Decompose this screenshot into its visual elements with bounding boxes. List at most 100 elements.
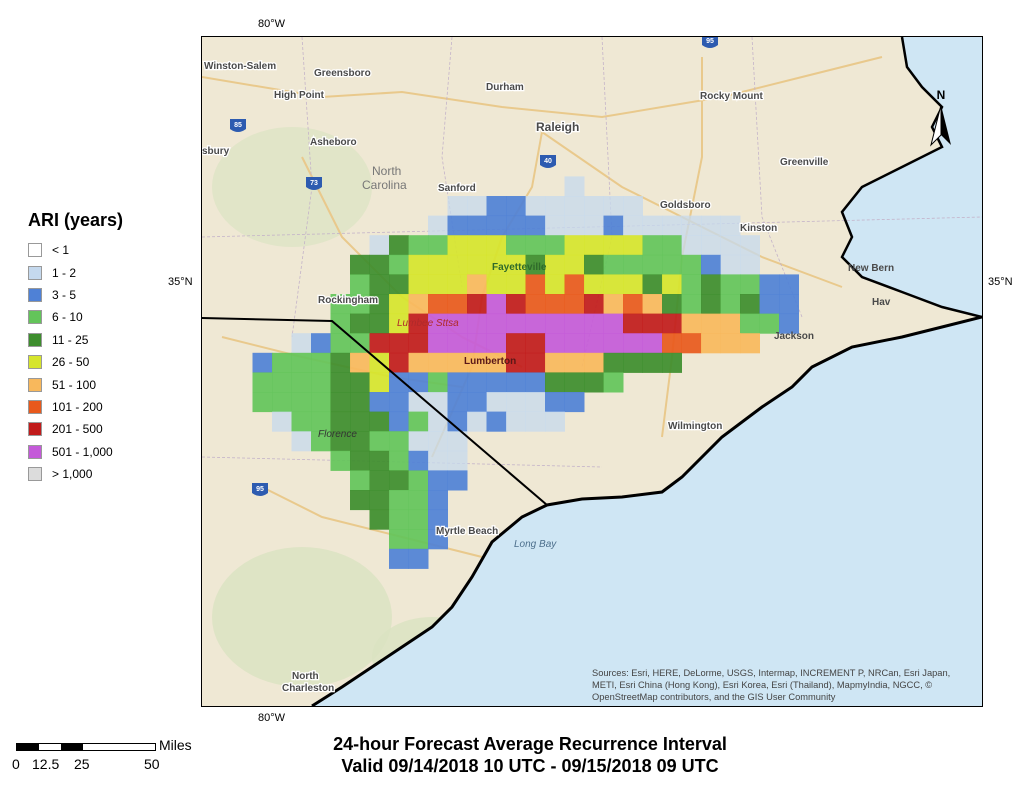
ari-cell [428,529,448,550]
ari-cell [486,215,507,236]
ari-cell [447,352,468,373]
ari-cell [603,294,624,315]
ari-cell [252,392,273,413]
ari-cell [408,470,429,491]
city-label: Raleigh [536,120,579,134]
ari-cell [369,274,390,295]
legend-label: 6 - 10 [52,310,83,325]
ari-cell [506,313,526,334]
ari-cell [603,215,624,236]
legend-label: 501 - 1,000 [52,444,113,459]
ari-cell [525,392,546,413]
ari-cell [291,431,312,452]
ari-cell [447,196,468,217]
ari-cell [584,313,604,334]
ari-cell [291,352,312,373]
ari-cell [369,450,390,471]
ari-cell [350,274,370,295]
ari-cell [623,274,643,295]
ari-cell [701,333,721,354]
ari-cell [467,196,487,217]
ari-cell [681,254,702,275]
ari-cell [330,372,351,393]
ari-cell [545,235,565,256]
ari-cell [584,274,604,295]
ari-cell [428,392,448,413]
ari-cell [701,313,721,334]
ari-cell [369,313,390,334]
ari-cell [467,313,487,334]
ari-cell [623,235,643,256]
ari-cell [350,313,370,334]
city-label: Charleston [282,683,334,694]
ari-cell [701,235,721,256]
map-canvas: 85 73 40 95 95 Winston-Salem Greensboro … [202,37,982,706]
ari-cell [408,274,429,295]
ari-cell [408,333,429,354]
ari-cell [467,411,487,432]
ari-cell [272,411,292,432]
ari-cell [428,450,448,471]
ari-cell [623,313,643,334]
city-label: Fayetteville [492,262,547,273]
ari-cell [369,490,390,511]
ari-cell [623,352,643,373]
ari-cell [428,372,448,393]
city-label: New Bern [848,263,894,274]
legend-swatch [28,467,42,482]
ari-cell [369,372,390,393]
legend-item: 201 - 500 [28,418,123,440]
ari-cell [350,411,370,432]
ari-cell [525,235,546,256]
ari-cell [428,313,448,334]
ari-cell [447,274,468,295]
ari-cell [369,294,390,315]
ari-cell [408,431,429,452]
ari-cell [486,313,507,334]
legend-item: 26 - 50 [28,351,123,373]
ari-cell [740,254,760,275]
ari-cell [564,274,585,295]
ari-cell [408,392,429,413]
terrain-patch [212,547,392,687]
legend-items: < 1 1 - 2 3 - 5 6 - 10 11 - 25 26 - 50 51 - 10… [28,239,123,485]
ari-cell [408,235,429,256]
ari-cell [545,313,565,334]
ari-cell [545,196,565,217]
ocean [312,317,982,706]
ari-cell [603,372,624,393]
ari-cell [740,333,760,354]
ari-cell [486,254,507,275]
svg-text:40: 40 [544,158,552,165]
map-title: 24-hour Forecast Average Recurrence Inte… [0,733,1024,777]
ari-cell [779,313,799,334]
ari-cell [369,470,390,491]
city-label: Durham [486,82,524,93]
ari-cell [525,196,546,217]
ari-cell [389,372,409,393]
ari-cell [662,313,682,334]
ari-cell [564,215,585,236]
ari-cell [467,294,487,315]
title-line-1: 24-hour Forecast Average Recurrence Inte… [333,734,727,754]
ari-cell [330,333,351,354]
map-frame[interactable]: 85 73 40 95 95 Winston-Salem Greensboro … [201,36,983,707]
ari-cell [564,176,585,197]
legend-swatch [28,355,42,370]
svg-text:85: 85 [234,122,242,129]
city-label: Rocky Mount [700,91,763,102]
ari-cell [389,274,409,295]
ari-cell [389,352,409,373]
ari-cell [369,411,390,432]
legend-label: > 1,000 [52,467,93,482]
ari-cell [720,215,741,236]
legend-item: 3 - 5 [28,284,123,306]
legend-item: 6 - 10 [28,306,123,328]
ari-cell [701,215,721,236]
ari-cell [408,372,429,393]
ari-cell [564,294,585,315]
ari-cell [584,215,604,236]
ari-cell [701,294,721,315]
ari-cell [662,294,682,315]
ari-cell [272,392,292,413]
